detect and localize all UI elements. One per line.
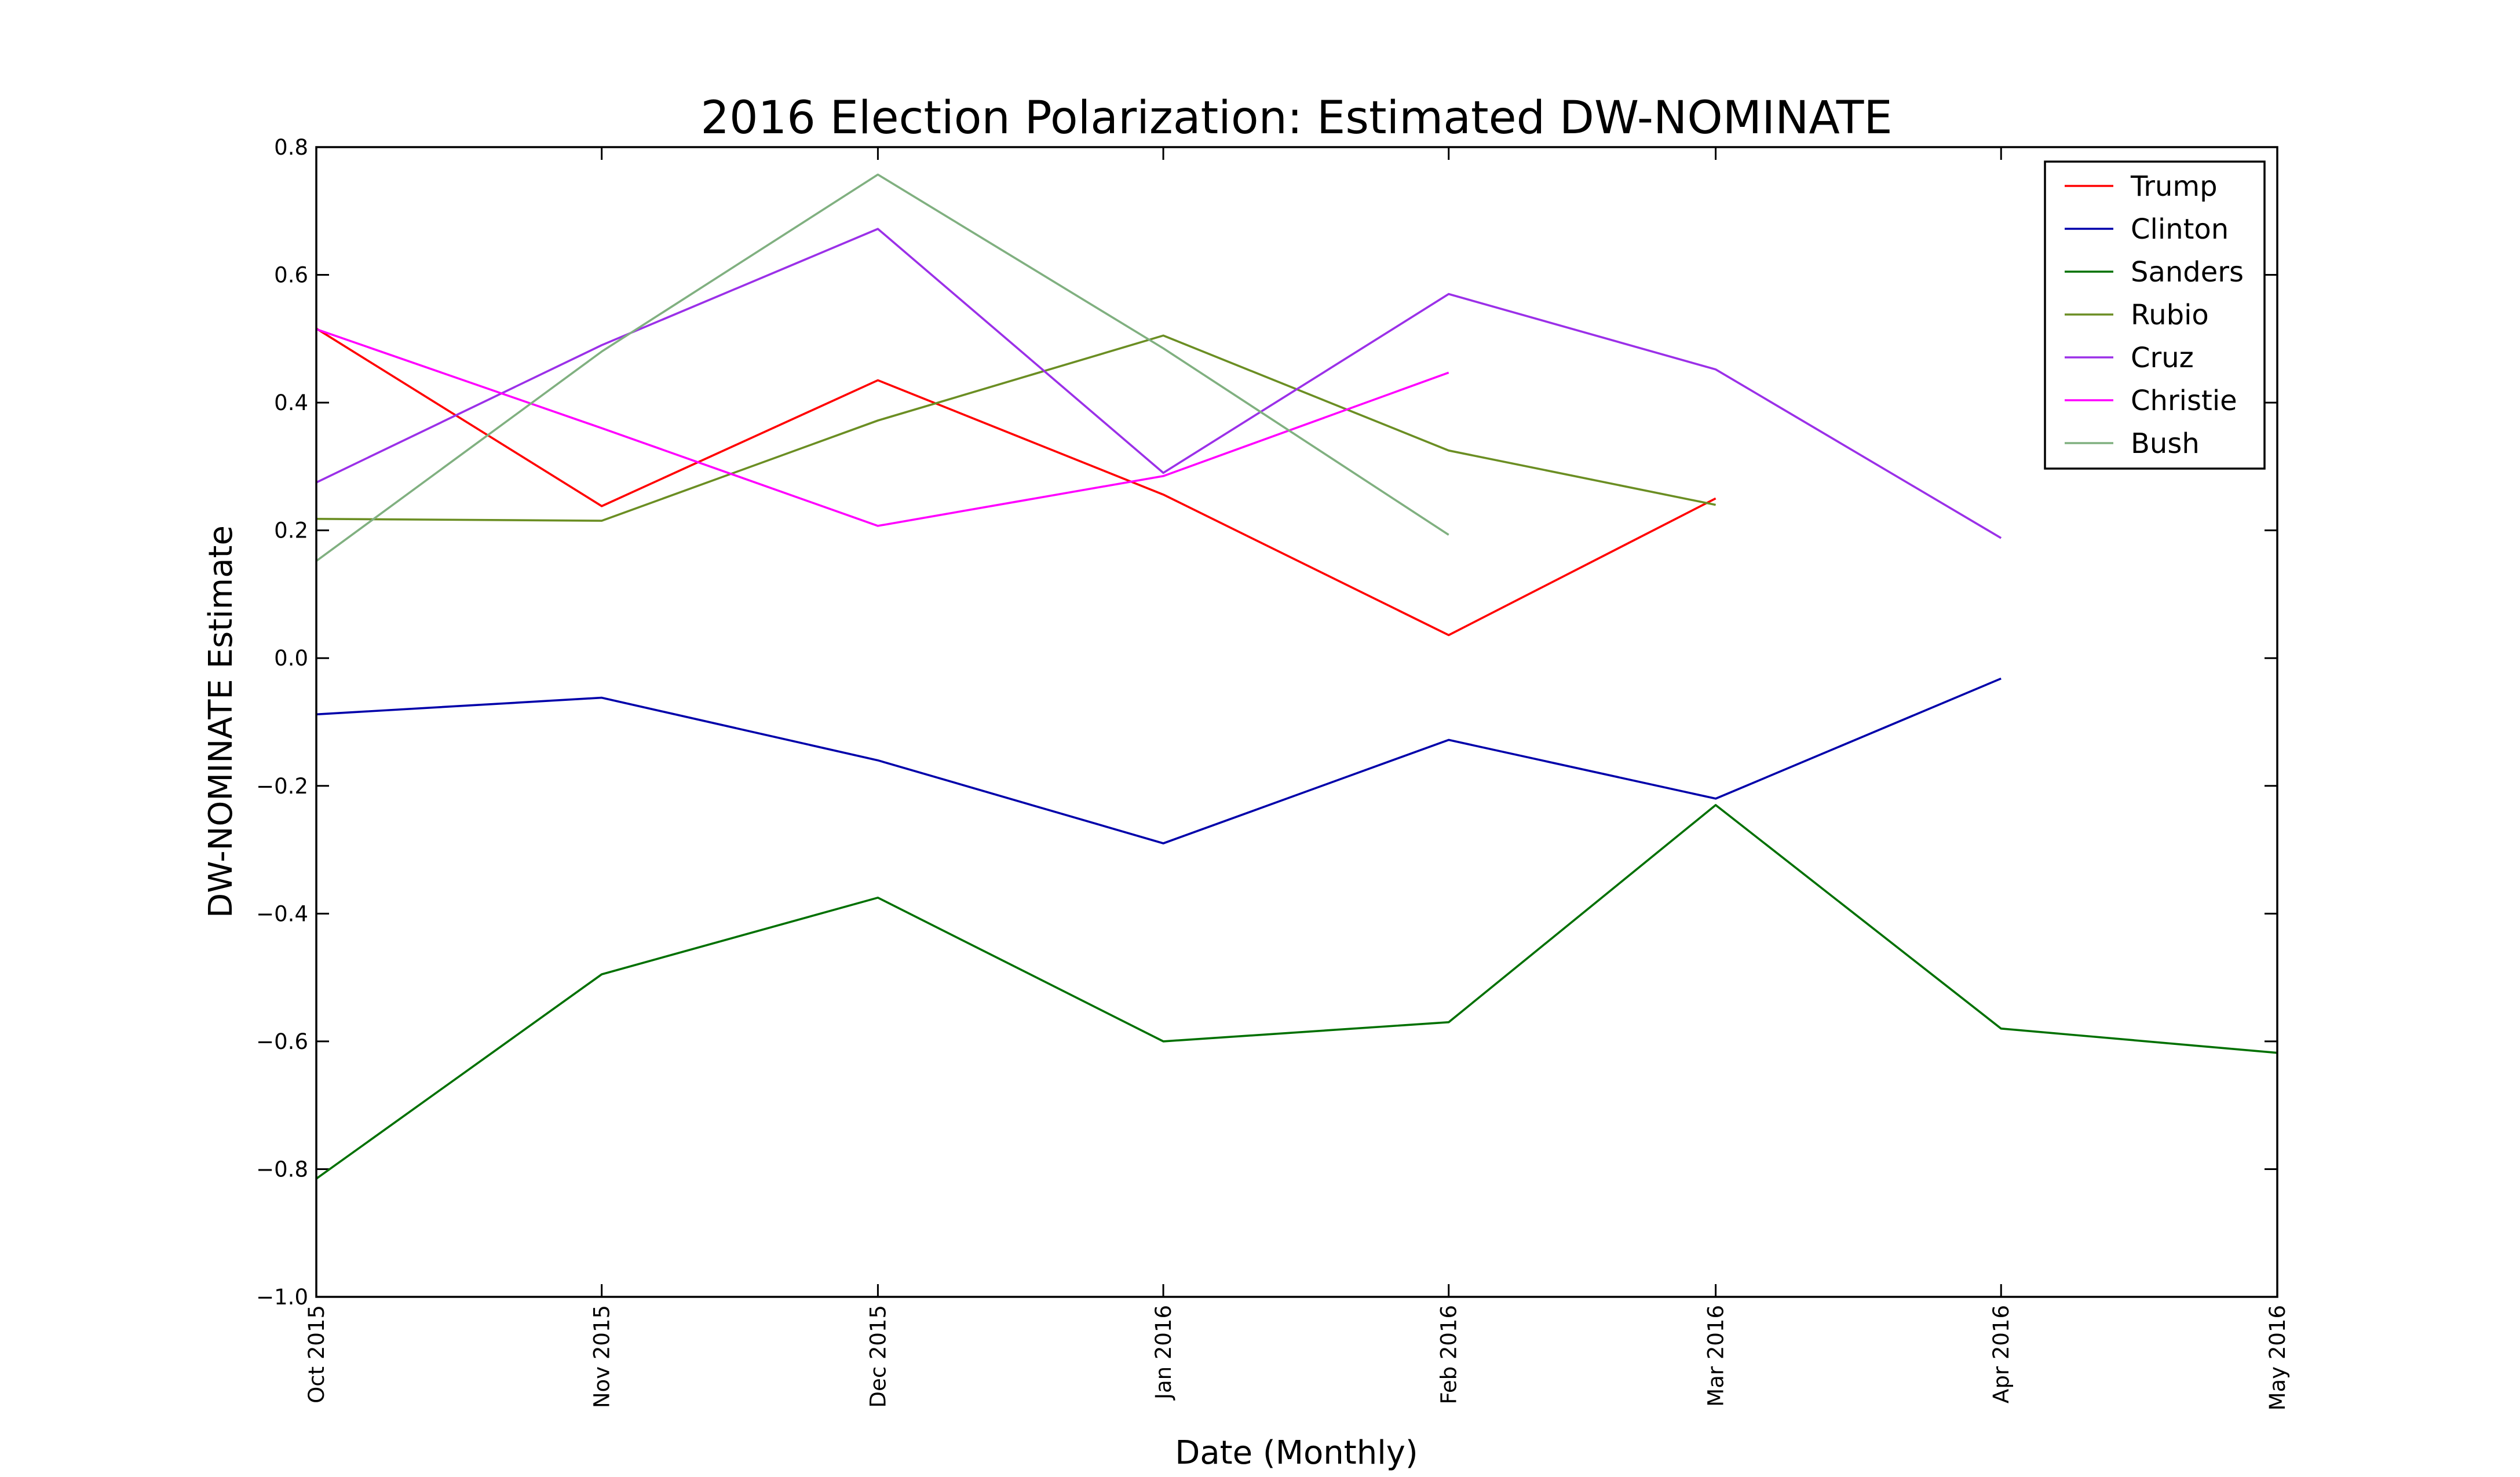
legend-label: Sanders — [2131, 256, 2244, 288]
x-tick-label: Oct 2015 — [304, 1305, 329, 1403]
x-tick-label: Jan 2016 — [1151, 1305, 1176, 1401]
plot-frame — [315, 146, 2278, 1298]
legend-label: Rubio — [2131, 299, 2209, 331]
x-tick-label: Apr 2016 — [1989, 1305, 2014, 1403]
legend-label: Bush — [2131, 427, 2200, 460]
y-tick-label: −0.8 — [256, 1157, 308, 1182]
series-line — [315, 804, 2278, 1180]
legend-label: Trump — [2130, 170, 2218, 203]
y-tick-label: 0.0 — [274, 646, 308, 671]
x-axis-label: Date (Monthly) — [1175, 1434, 1418, 1472]
y-tick-label: 0.4 — [274, 390, 308, 415]
y-tick-label: 0.6 — [274, 263, 308, 288]
y-tick-label: 0.2 — [274, 518, 308, 543]
series-line — [316, 334, 1716, 522]
legend-label: Clinton — [2131, 213, 2229, 246]
legend-label: Cruz — [2131, 342, 2194, 374]
series-line — [316, 327, 1716, 637]
series-line — [316, 677, 2002, 844]
y-tick-label: 0.8 — [274, 135, 308, 160]
chart-title: 2016 Election Polarization: Estimated DW… — [700, 92, 1892, 144]
x-tick-label: Dec 2015 — [865, 1305, 890, 1408]
y-axis-label: DW-NOMINATE Estimate — [202, 525, 240, 918]
y-tick-label: −0.2 — [256, 774, 308, 799]
x-tick-label: Mar 2016 — [1704, 1305, 1729, 1407]
x-tick-label: Feb 2016 — [1437, 1305, 1462, 1404]
x-tick-label: Nov 2015 — [590, 1305, 615, 1408]
x-tick-label: May 2016 — [2265, 1305, 2290, 1410]
y-tick-label: −0.6 — [256, 1029, 308, 1054]
legend-label: Christie — [2131, 385, 2237, 417]
y-tick-label: −0.4 — [256, 901, 308, 926]
series-line — [315, 173, 1449, 562]
series-line — [316, 228, 2002, 539]
y-tick-label: −1.0 — [256, 1285, 308, 1310]
series-line — [316, 328, 1449, 527]
